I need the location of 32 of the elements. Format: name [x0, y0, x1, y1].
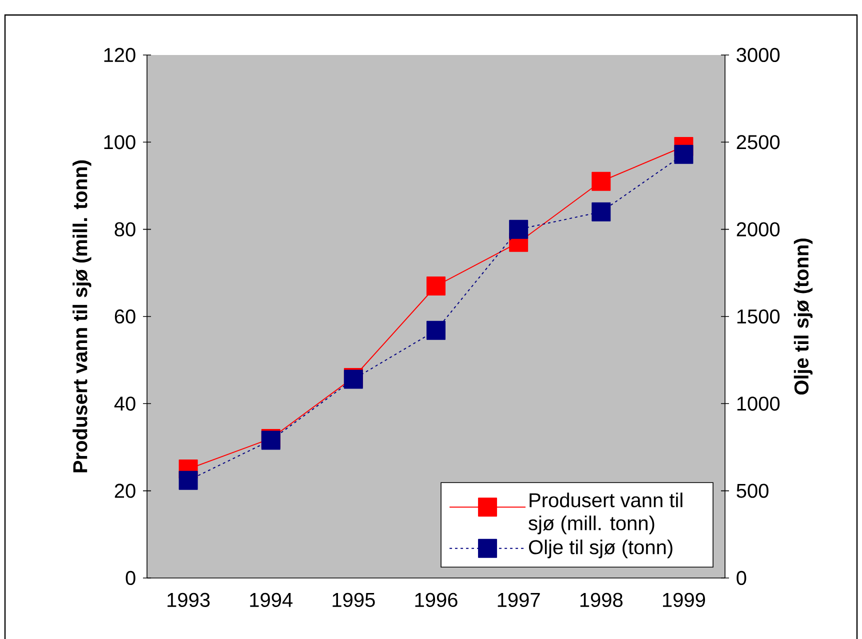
x-tick-label: 1995 — [332, 592, 375, 608]
y2-tick-label: 500 — [736, 484, 768, 498]
y2-tick-label: 0 — [736, 570, 746, 586]
point — [509, 220, 528, 239]
y2-tick-label: 3000 — [736, 48, 780, 62]
y2-tick-label: 1000 — [737, 396, 780, 411]
y2-axis-title: Olje til sjø (tonn) — [794, 238, 813, 395]
point — [426, 320, 446, 340]
x-tick-label: 1997 — [498, 592, 540, 608]
y-tick-label: 20 — [114, 484, 136, 498]
y-tick-label: 100 — [104, 135, 136, 150]
point — [674, 144, 694, 164]
x-tick-label: 1996 — [415, 592, 458, 608]
legend-label: Produsert vann til sjø (mill. tonn) — [528, 492, 682, 534]
point — [178, 470, 198, 490]
point — [592, 172, 611, 191]
point — [426, 276, 446, 296]
y-tick-label: 60 — [114, 309, 136, 324]
y2-tick-label: 2500 — [736, 135, 780, 150]
x-tick-label: 1998 — [580, 592, 623, 608]
y-tick-label: 40 — [114, 396, 136, 411]
y2-tick-label: 2000 — [736, 222, 780, 236]
x-tick-label: 1999 — [662, 592, 706, 608]
legend-label: Olje til sjø (tonn) — [528, 540, 672, 558]
x-tick-label: 1993 — [168, 592, 210, 608]
y2-tick-label: 1500 — [737, 309, 780, 324]
y-tick-label: 0 — [126, 570, 136, 586]
x-tick-label: 1994 — [250, 592, 293, 608]
y-tick-label: 80 — [114, 222, 136, 236]
y-tick-label: 120 — [104, 48, 136, 62]
y-axis-title: Produsert vann til sjø (mill. tonn) — [72, 160, 92, 472]
point — [592, 202, 611, 222]
